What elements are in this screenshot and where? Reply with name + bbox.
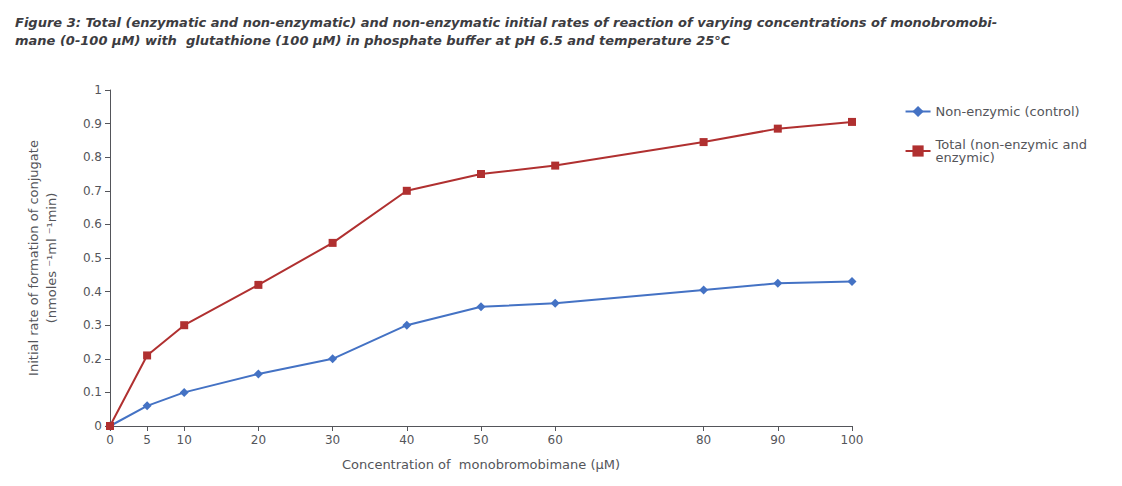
svg-text:Total (enzymatic and non-enzym: Total (enzymatic and non-enzymatic) and …: [81, 15, 997, 30]
svg-text:enzymic): enzymic): [936, 150, 995, 165]
svg-text:5: 5: [143, 433, 151, 447]
svg-text:0.4: 0.4: [83, 285, 102, 299]
svg-text:20: 20: [251, 433, 266, 447]
svg-text:60: 60: [548, 433, 563, 447]
svg-text:0.9: 0.9: [83, 117, 102, 131]
svg-text:50: 50: [473, 433, 488, 447]
svg-text:0: 0: [106, 433, 114, 447]
svg-text:0.8: 0.8: [83, 150, 102, 164]
svg-text:30: 30: [325, 433, 340, 447]
svg-text:Concentration of monobromobim: Concentration of monobromobimane (μM): [342, 457, 620, 472]
svg-text:1: 1: [94, 83, 102, 97]
svg-text:Figure 3:: Figure 3:: [15, 15, 81, 30]
svg-text:mane (0-100 μM) with glutathi: mane (0-100 μM) with glutathione (100 μM…: [15, 33, 731, 48]
svg-text:0.6: 0.6: [83, 217, 102, 231]
svg-text:0.5: 0.5: [83, 251, 102, 265]
svg-text:40: 40: [399, 433, 414, 447]
svg-text:10: 10: [177, 433, 192, 447]
svg-text:Initial rate of formation of c: Initial rate of formation of conjugate: [26, 140, 41, 376]
svg-text:0: 0: [94, 419, 102, 433]
svg-text:0.1: 0.1: [83, 385, 102, 399]
svg-text:90: 90: [770, 433, 785, 447]
svg-text:0.3: 0.3: [83, 318, 102, 332]
svg-text:0.7: 0.7: [83, 184, 102, 198]
svg-text:0.2: 0.2: [83, 352, 102, 366]
svg-text:80: 80: [696, 433, 711, 447]
svg-text:(nmoles ⁻¹ml ⁻¹min): (nmoles ⁻¹ml ⁻¹min): [44, 193, 59, 324]
svg-text:100: 100: [841, 433, 864, 447]
svg-text:Total (non-enzymic and: Total (non-enzymic and: [935, 137, 1087, 152]
svg-text:Non-enzymic (control): Non-enzymic (control): [936, 104, 1080, 119]
